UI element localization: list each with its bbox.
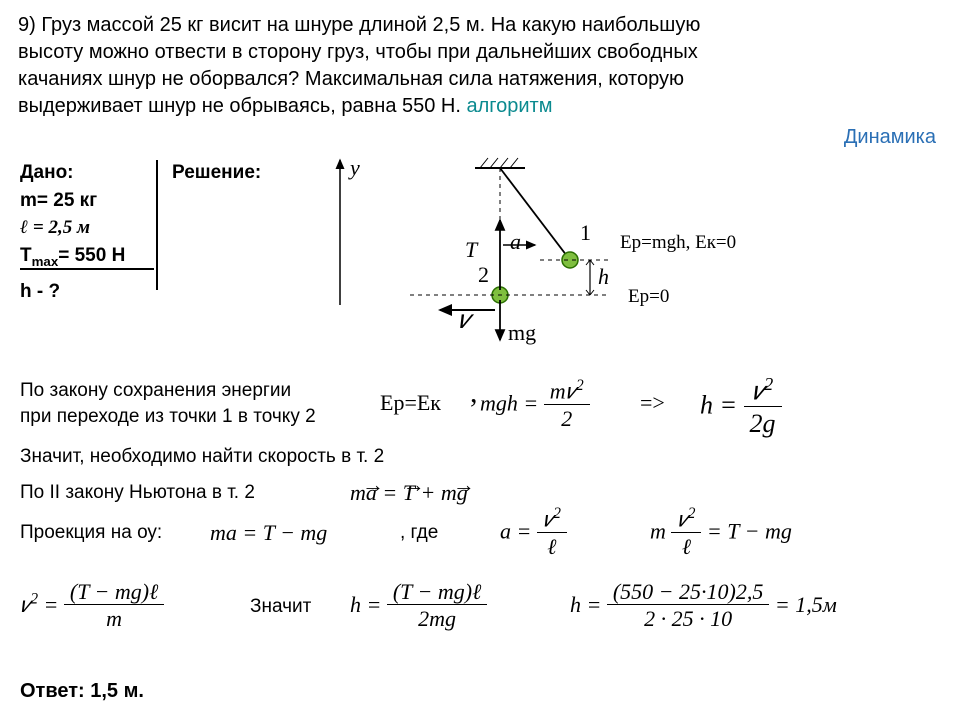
given-separator [156,160,158,290]
h-v2-2g: h = 𝑣22g [700,374,782,441]
h-label: h [598,262,609,292]
ep-ek: Eр=Eк [380,388,441,418]
mgh-formula: mgh = m𝑣22 [480,378,590,433]
pt2-label: 2 [478,260,489,290]
ma-vec: m→a = T→ + m→g [350,478,468,508]
projection: Проекция на оу: [20,520,162,546]
ep1-label: Eр=mgh, Eк=0 [620,230,736,256]
line1: 9) Груз массой 25 кг висит на шнуре длин… [18,12,942,39]
pt1-label: 1 [580,218,591,248]
given-block: Дано: m= 25 кг ℓ = 2,5 м Tmax= 550 Н h -… [20,160,125,306]
line3: качаниях шнур не оборвался? Максимальная… [18,66,942,93]
so-label: Значит [250,594,311,620]
given-title: Дано: [20,160,125,186]
topic-label: Динамика [844,124,936,151]
line4: выдерживает шнур не обрываясь, равна 550… [18,93,942,120]
h-final: h = (T − mg)ℓ2mg [350,580,487,634]
h-numeric: h = (550 − 25·10)2,52 · 25 · 10 = 1,5м [570,580,837,634]
ma-proj: ma = T − mg [210,518,327,548]
line2: высоту можно отвести в сторону груз, что… [18,39,942,66]
ep2-label: Eр=0 [628,284,669,310]
energy-law: По закону сохранения энергии при переход… [20,378,316,429]
a-label: a [510,227,521,257]
where: , где [400,520,438,546]
mg-label: mg [508,318,536,348]
answer: Ответ: 1,5 м. [20,678,144,705]
given-m: m= 25 кг [20,188,125,214]
diagram-svg [310,150,670,350]
a-v2l: a = 𝑣2ℓ [500,506,567,561]
m-v2l-tmg: m 𝑣2ℓ = T − mg [650,506,792,561]
given-underline [20,268,154,270]
newton-law: По II закону Ньютона в т. 2 [20,480,255,506]
y-label: у [350,153,360,183]
comma1: , [470,373,478,414]
T-label: T [465,235,477,265]
given-T: Tmax= 550 Н [20,243,125,271]
problem-statement: 9) Груз массой 25 кг висит на шнуре длин… [18,12,942,120]
algorithm-link[interactable]: алгоритм [466,95,552,117]
arrow-impl: => [640,388,665,418]
v2-equals: 𝑣2 = (T − mg)ℓm [20,580,164,634]
v-label: 𝑣 [458,302,470,337]
solution-label: Решение: [172,160,261,186]
physics-diagram: у T a 1 2 h mg 𝑣 Eр=mgh, Eк=0 Eр=0 [310,150,670,350]
given-h: h - ? [20,279,125,305]
find-v: Значит, необходимо найти скорость в т. 2 [20,444,384,470]
given-l: ℓ = 2,5 м [20,215,125,241]
